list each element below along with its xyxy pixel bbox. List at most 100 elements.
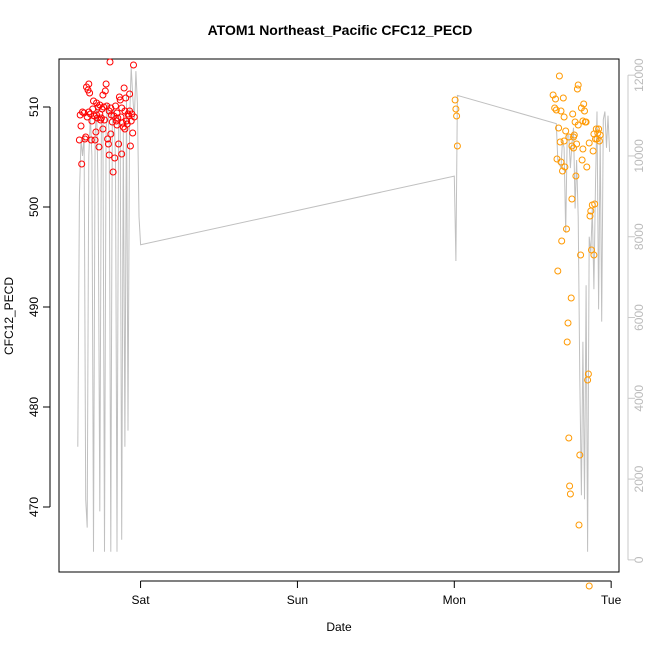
y-tick-label: 480 [27,397,41,417]
data-point [129,129,137,137]
y-right-tick-label: 2000 [632,465,646,492]
data-point [568,195,576,203]
data-point [563,225,570,233]
data-point [121,125,129,133]
data-point [580,100,588,108]
depth-profile-line [77,67,611,552]
data-point [104,140,112,148]
data-point [561,163,569,171]
data-point [572,172,580,180]
data-point [91,136,99,144]
x-tick-label: Tue [601,593,622,607]
depth-profile-layer [77,67,611,552]
data-point [126,90,134,98]
data-point [564,319,572,327]
data-point [582,118,590,126]
data-point [573,85,581,93]
data-point [553,155,561,163]
data-point [570,133,577,141]
data-point [95,143,103,151]
data-point [575,521,583,529]
data-point [113,109,121,117]
data-point [85,80,93,88]
data-point [109,168,117,176]
data-point [104,135,112,143]
data-point [592,125,600,133]
chart-title: ATOM1 Northeast_Pacific CFC12_PECD [208,22,473,38]
data-point [100,103,108,111]
data-point [566,482,574,490]
data-point [87,136,95,144]
data-point [560,137,568,145]
x-tick-label: Sun [287,593,308,607]
data-point [557,158,565,166]
data-point [77,122,85,130]
data-point [111,154,119,162]
data-point [567,294,575,302]
data-point [569,110,577,118]
y-axis-label: CFC12_PECD [2,277,16,355]
data-point [105,151,113,159]
data-point [574,121,582,129]
data-point [105,107,113,115]
data-point [85,108,93,116]
data-point [453,142,461,150]
data-point [115,140,123,148]
plot-frame [58,58,620,573]
x-axis-label: Date [326,620,352,634]
x-tick-label: Mon [443,593,466,607]
data-point [579,145,587,153]
data-point [130,113,138,121]
y-right-tick-label: 12000 [632,58,646,92]
data-point [451,96,459,104]
data-point [559,94,567,102]
data-point [107,130,115,138]
data-point [552,95,559,103]
y-tick-label: 510 [27,97,41,117]
data-point [566,490,574,498]
data-point [574,81,582,89]
data-point [577,251,585,259]
data-point [558,237,566,245]
data-point [554,267,562,275]
data-point [589,147,597,155]
data-point [565,133,573,141]
data-point [557,107,565,115]
points-layer [75,58,604,590]
data-point [118,150,126,158]
data-point [552,106,560,114]
data-point [86,89,94,97]
data-point [102,80,110,88]
data-point [453,112,461,120]
data-point [99,125,107,133]
data-point [573,140,581,148]
data-point [578,156,586,164]
data-point [560,113,568,121]
data-point [563,338,571,346]
data-point [568,142,576,150]
x-tick-label: Sat [132,593,151,607]
data-point [581,107,588,115]
data-point [101,87,109,95]
data-point [585,582,593,590]
data-point [562,127,570,135]
y-axis-right: 0 2000 4000 6000 8000 10000 12000 [627,58,646,563]
data-point [112,102,119,110]
y-tick-label: 490 [27,297,41,317]
data-point [92,128,100,136]
data-point [590,251,598,259]
data-point [93,111,101,119]
data-point [585,139,593,147]
y-right-tick-label: 4000 [632,385,646,412]
y-tick-label: 470 [27,497,41,517]
data-point [555,72,563,80]
data-point [106,58,114,66]
x-axis: Sat Sun Mon Tue [132,580,622,607]
data-point [556,138,564,146]
data-point [82,133,90,141]
y-tick-label: 500 [27,197,41,217]
data-point [555,124,563,132]
data-point [596,131,604,139]
